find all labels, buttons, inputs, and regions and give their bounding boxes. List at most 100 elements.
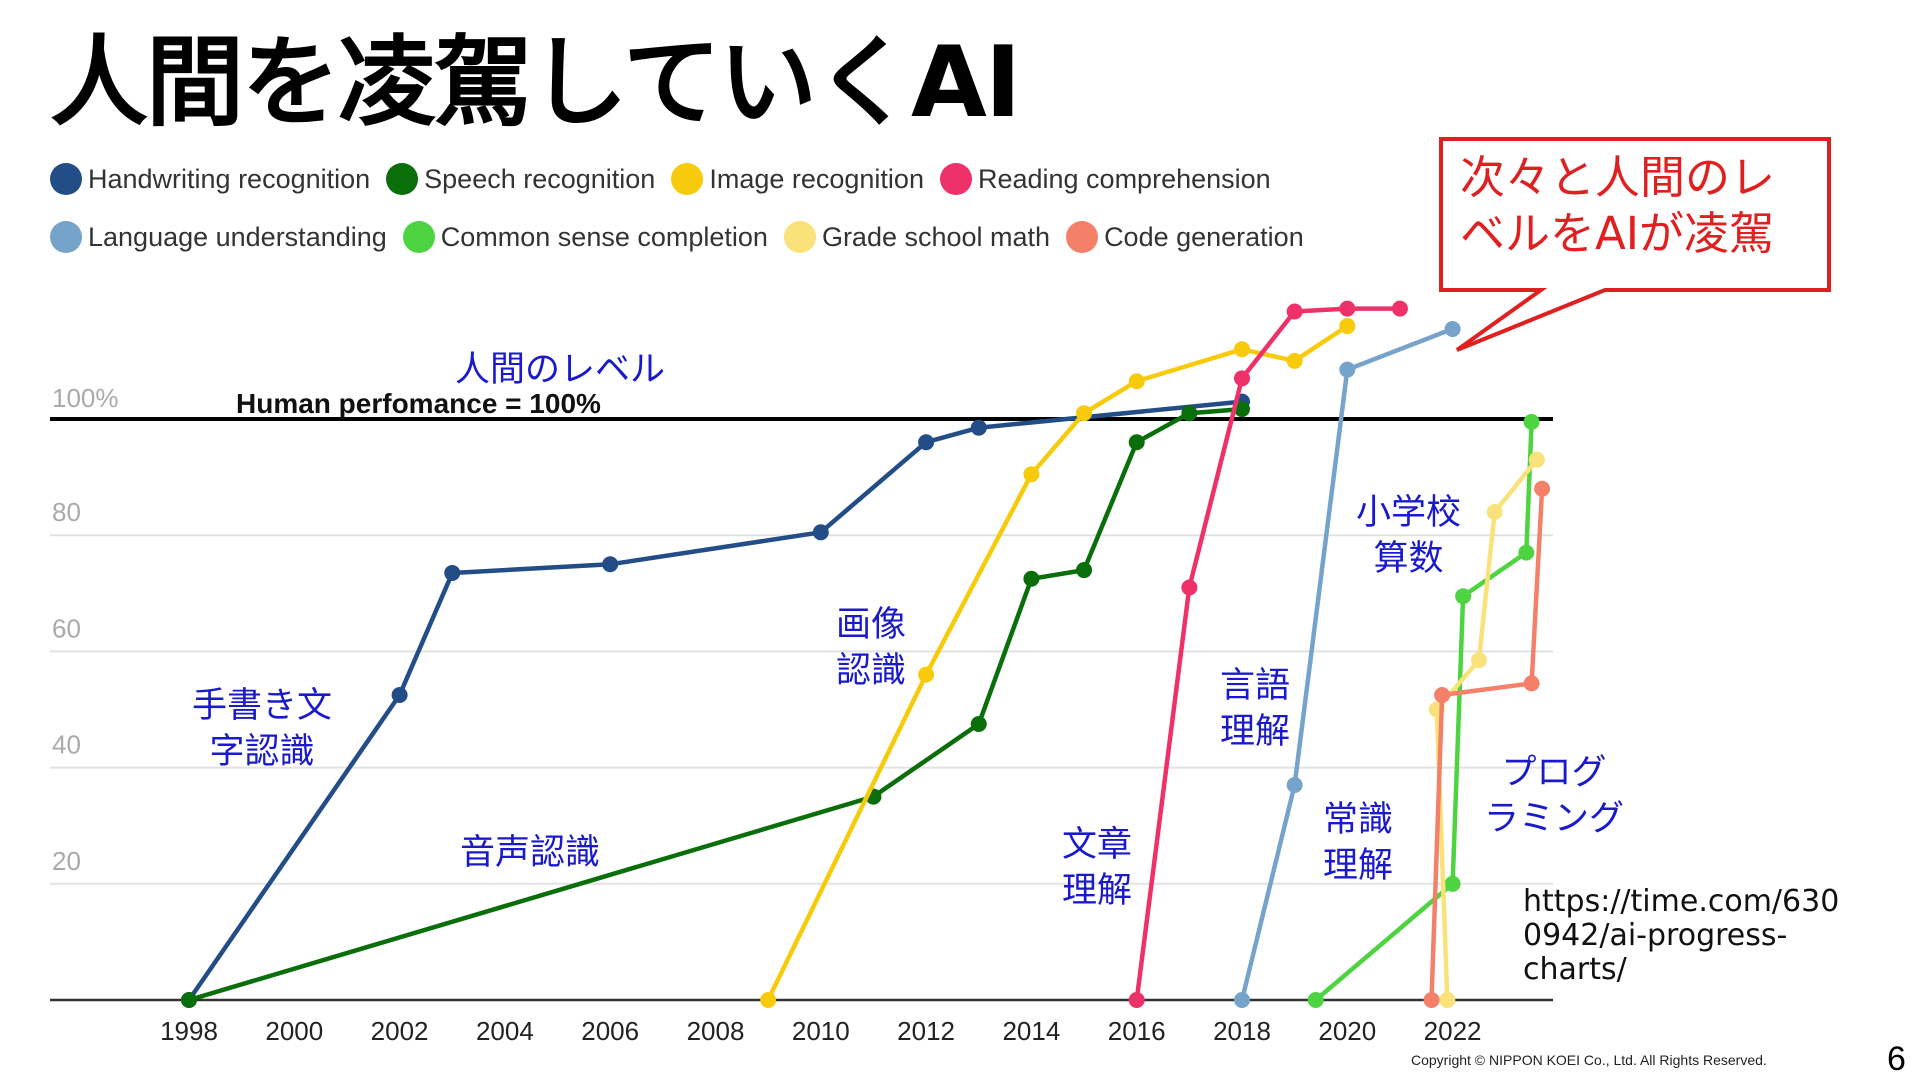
source-line: charts/ (1523, 952, 1627, 987)
data-point[interactable] (1455, 588, 1472, 605)
x-tick-label: 2018 (1213, 1016, 1271, 1046)
data-point[interactable] (1486, 503, 1503, 520)
data-point[interactable] (812, 524, 829, 541)
data-point[interactable] (1076, 562, 1093, 579)
data-point[interactable] (1444, 320, 1461, 337)
legend-swatch-icon (402, 221, 435, 253)
x-tick-label: 2022 (1424, 1016, 1482, 1046)
data-point[interactable] (1307, 992, 1324, 1008)
legend-label: Grade school math (821, 221, 1051, 252)
x-tick-label: 2010 (792, 1016, 850, 1046)
data-point[interactable] (391, 686, 408, 703)
legend-item[interactable]: Code generation (1066, 221, 1304, 253)
y-tick-label: 100% (52, 383, 119, 413)
annotation-line: 認識 (836, 651, 907, 691)
data-point[interactable] (1434, 686, 1451, 703)
data-point[interactable] (1534, 480, 1551, 497)
series-line (1239, 326, 1454, 1001)
legend-item[interactable]: Grade school math (783, 221, 1051, 253)
annotation-speech: 音声認識 (460, 833, 601, 873)
callout-text: 次々と人間のレ ベルをAIが凌駕 (1460, 150, 1775, 262)
series-line (187, 399, 1243, 1002)
data-point[interactable] (181, 992, 197, 1008)
data-point[interactable] (1181, 405, 1198, 422)
data-point[interactable] (1128, 373, 1145, 390)
data-point[interactable] (1286, 303, 1303, 320)
data-point[interactable] (918, 434, 935, 451)
series-line (1134, 306, 1400, 1001)
series-common-sense-completion (1307, 413, 1540, 1008)
data-point[interactable] (1234, 341, 1250, 358)
annotation-line: 小学校 (1356, 493, 1462, 533)
series-line (1429, 488, 1545, 1001)
legend-swatch-icon (1066, 221, 1099, 253)
data-point[interactable] (1470, 652, 1487, 669)
data-point[interactable] (1528, 451, 1545, 468)
y-tick-label: 80 (52, 497, 81, 527)
annotation-human-level: 人間のレベル (455, 350, 666, 390)
data-point[interactable] (918, 666, 935, 683)
data-point[interactable] (1023, 570, 1040, 587)
data-point[interactable] (1128, 434, 1145, 451)
annotation-handwriting: 手書き文 字認識 (192, 683, 332, 775)
data-point[interactable] (1181, 579, 1198, 596)
data-point[interactable] (444, 564, 461, 581)
series-speech-recognition (181, 401, 1250, 1008)
series-line (188, 406, 1243, 1003)
legend-item[interactable]: Common sense completion (402, 221, 768, 253)
annotation-image: 画像 認識 (836, 602, 906, 694)
legend-item[interactable]: Language understanding (50, 221, 387, 253)
data-point[interactable] (1523, 675, 1540, 692)
series-handwriting-recognition (181, 393, 1250, 1008)
annotation-line: 手書き文 (192, 686, 333, 726)
annotation-math: 小学校 算数 (1356, 490, 1461, 582)
annotation-line: 算数 (1373, 539, 1444, 579)
legend-swatch-icon (50, 221, 82, 253)
y-axis-ticks: 20 40 60 80 100% (52, 383, 119, 876)
data-point[interactable] (970, 716, 987, 733)
series-line (766, 324, 1349, 1001)
data-point[interactable] (1023, 466, 1040, 483)
series-reading-comprehension (1128, 300, 1408, 1008)
data-point[interactable] (1339, 300, 1356, 317)
data-point[interactable] (1391, 300, 1408, 317)
annotation-line: 理解 (1220, 712, 1291, 752)
human-performance-label: Human perfomance = 100% (236, 388, 601, 419)
data-point[interactable] (1339, 318, 1356, 335)
data-point[interactable] (1234, 401, 1250, 418)
source-line: 0942/ai-progress- (1523, 918, 1788, 953)
legend-row-2: Language understanding Common sense comp… (50, 208, 1430, 266)
data-point[interactable] (1234, 992, 1250, 1008)
data-point[interactable] (1128, 992, 1145, 1008)
legend-item[interactable]: Handwriting recognition (50, 163, 370, 195)
data-point[interactable] (1423, 992, 1440, 1008)
data-point[interactable] (1234, 370, 1250, 387)
legend-item[interactable]: Speech recognition (386, 163, 655, 195)
data-point[interactable] (1518, 544, 1535, 561)
data-point[interactable] (970, 419, 987, 436)
data-point[interactable] (1286, 777, 1303, 794)
data-point[interactable] (1339, 361, 1356, 378)
page-number: 6 (1887, 1040, 1906, 1078)
data-point[interactable] (1286, 352, 1303, 369)
legend-label: Language understanding (88, 221, 387, 252)
annotation-line: 常識 (1323, 800, 1394, 840)
data-point[interactable] (602, 556, 619, 573)
data-point[interactable] (1444, 875, 1461, 892)
legend-item[interactable]: Reading comprehension (939, 163, 1271, 195)
data-point[interactable] (760, 992, 777, 1008)
source-line: https://time.com/630 (1523, 884, 1840, 919)
data-point[interactable] (1523, 413, 1540, 430)
data-point[interactable] (1439, 992, 1456, 1008)
x-tick-label: 2020 (1318, 1016, 1376, 1046)
chart-legend: Handwriting recognition Speech recogniti… (50, 150, 1430, 266)
source-link[interactable]: https://time.com/630 0942/ai-progress- c… (1523, 885, 1839, 987)
annotation-language: 言語 理解 (1220, 663, 1290, 755)
legend-item[interactable]: Image recognition (671, 163, 924, 195)
copyright-text: Copyright © NIPPON KOEI Co., Ltd. All Ri… (1411, 1052, 1767, 1068)
x-tick-label: 2000 (265, 1016, 323, 1046)
annotation-line: 文章 (1062, 825, 1133, 865)
series-lines (181, 300, 1551, 1008)
x-tick-label: 2004 (476, 1016, 534, 1046)
data-point[interactable] (1076, 405, 1093, 422)
